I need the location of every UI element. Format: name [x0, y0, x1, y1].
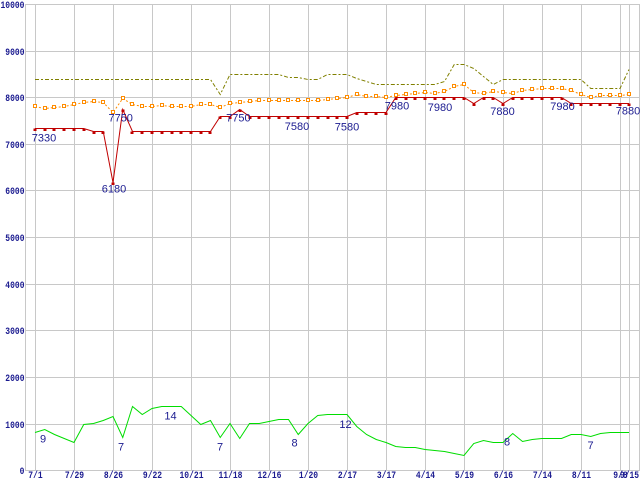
svg-text:7/29: 7/29 [65, 469, 84, 480]
svg-text:6/16: 6/16 [494, 469, 513, 480]
svg-text:7980: 7980 [385, 101, 409, 113]
svg-text:10/21: 10/21 [180, 469, 204, 480]
svg-text:7580: 7580 [285, 121, 309, 133]
svg-text:7980: 7980 [428, 102, 452, 114]
svg-text:2/17: 2/17 [338, 469, 357, 480]
svg-text:7: 7 [118, 442, 124, 454]
svg-text:6000: 6000 [5, 185, 24, 197]
svg-text:12/16: 12/16 [258, 469, 282, 480]
svg-text:8000: 8000 [5, 92, 24, 104]
svg-text:7880: 7880 [490, 106, 514, 118]
svg-text:7750: 7750 [226, 113, 250, 125]
svg-text:7750: 7750 [108, 113, 132, 125]
svg-text:12: 12 [339, 419, 351, 431]
svg-text:5/19: 5/19 [455, 469, 474, 480]
svg-text:0: 0 [20, 465, 25, 477]
svg-text:9: 9 [40, 434, 46, 446]
svg-text:7/14: 7/14 [533, 469, 553, 480]
svg-text:7: 7 [217, 442, 223, 454]
svg-text:8/11: 8/11 [572, 469, 592, 480]
svg-text:1000: 1000 [5, 419, 24, 431]
svg-text:3/17: 3/17 [377, 469, 396, 480]
svg-text:4000: 4000 [5, 279, 24, 291]
svg-text:8: 8 [504, 437, 510, 449]
svg-text:7: 7 [587, 440, 593, 452]
svg-text:7/1: 7/1 [28, 469, 43, 480]
svg-text:14: 14 [164, 411, 176, 423]
svg-text:6180: 6180 [102, 184, 126, 196]
svg-text:9/22: 9/22 [143, 469, 162, 480]
svg-text:1/20: 1/20 [299, 469, 318, 480]
svg-text:7580: 7580 [335, 122, 359, 134]
svg-text:9/8: 9/8 [613, 469, 627, 480]
svg-text:3000: 3000 [5, 325, 24, 337]
svg-text:2000: 2000 [5, 372, 24, 384]
svg-text:7980: 7980 [550, 101, 574, 113]
svg-text:4/14: 4/14 [416, 469, 436, 480]
svg-text:8: 8 [291, 438, 297, 450]
svg-text:8/26: 8/26 [104, 469, 123, 480]
svg-text:7880: 7880 [616, 106, 640, 118]
svg-text:7330: 7330 [32, 133, 56, 145]
svg-text:7000: 7000 [5, 139, 24, 151]
svg-text:11/18: 11/18 [219, 469, 243, 480]
svg-text:9000: 9000 [5, 46, 24, 58]
svg-text:5000: 5000 [5, 232, 24, 244]
svg-text:9/15: 9/15 [620, 469, 639, 480]
svg-text:10000: 10000 [1, 0, 25, 11]
